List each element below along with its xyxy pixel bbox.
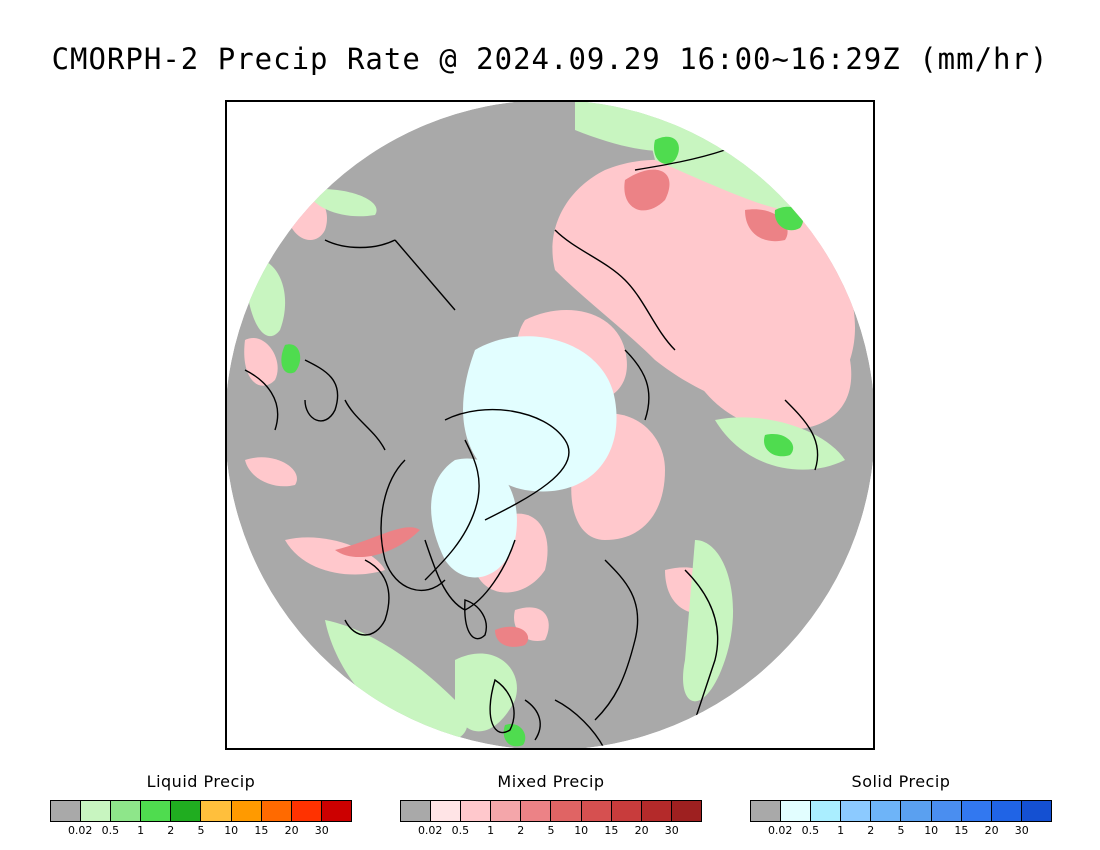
legend-tick-label: 0.02 bbox=[417, 824, 443, 837]
legend-liquid: Liquid Precip 0.02 0.5 1 2 5 10 15 20 30 bbox=[50, 772, 352, 838]
legend-swatch-6 bbox=[931, 801, 962, 821]
legend-swatch-9 bbox=[671, 801, 701, 821]
legend-swatch-9 bbox=[1021, 801, 1051, 821]
legend-mixed: Mixed Precip 0.02 0.5 1 2 5 10 15 20 30 bbox=[400, 772, 702, 838]
legend-tick-label: 20 bbox=[284, 824, 299, 837]
legend-swatches bbox=[750, 800, 1052, 822]
legend-swatch-4 bbox=[521, 801, 552, 821]
legend-tick-label: 30 bbox=[314, 824, 329, 837]
legend-title: Solid Precip bbox=[851, 772, 951, 791]
legend-tick-label: 5 bbox=[547, 824, 555, 837]
legend-swatch-2 bbox=[111, 801, 142, 821]
legend-swatch-1 bbox=[431, 801, 462, 821]
legend-swatch-1 bbox=[81, 801, 112, 821]
legend-swatch-9 bbox=[321, 801, 351, 821]
legend-swatch-8 bbox=[641, 801, 672, 821]
legend-tick-label: 1 bbox=[487, 824, 495, 837]
legend-swatch-3 bbox=[141, 801, 172, 821]
legend-swatch-6 bbox=[231, 801, 262, 821]
polar-map bbox=[225, 100, 875, 750]
legend-swatch-4 bbox=[871, 801, 902, 821]
legend-tick-label: 20 bbox=[634, 824, 649, 837]
legend-ticks: 0.02 0.5 1 2 5 10 15 20 30 bbox=[400, 824, 702, 838]
legend-swatch-0 bbox=[751, 801, 782, 821]
legend-swatch-7 bbox=[261, 801, 292, 821]
legend-tick-label: 5 bbox=[897, 824, 905, 837]
legend-swatch-2 bbox=[811, 801, 842, 821]
legend-swatches bbox=[400, 800, 702, 822]
legend-swatch-1 bbox=[781, 801, 812, 821]
legend-swatch-5 bbox=[901, 801, 932, 821]
liquid-precip-moderate bbox=[281, 136, 804, 747]
legend-tick-label: 30 bbox=[1014, 824, 1029, 837]
legend-tick-label: 20 bbox=[984, 824, 999, 837]
legend-tick-label: 0.02 bbox=[67, 824, 93, 837]
legend-tick-label: 10 bbox=[224, 824, 239, 837]
legend-tick-label: 0.5 bbox=[451, 824, 470, 837]
legend-tick-label: 5 bbox=[197, 824, 205, 837]
legend-tick-label: 15 bbox=[954, 824, 969, 837]
legend-swatch-0 bbox=[401, 801, 432, 821]
legend-tick-label: 10 bbox=[924, 824, 939, 837]
legend-tick-label: 1 bbox=[837, 824, 845, 837]
legend-tick-label: 0.02 bbox=[767, 824, 793, 837]
legend-tick-label: 0.5 bbox=[801, 824, 820, 837]
legend-swatch-5 bbox=[201, 801, 232, 821]
solid-precip-areas bbox=[431, 336, 617, 578]
legend-tick-label: 15 bbox=[604, 824, 619, 837]
legend-tick-label: 2 bbox=[167, 824, 175, 837]
legend-tick-label: 15 bbox=[254, 824, 269, 837]
legend-title: Mixed Precip bbox=[497, 772, 605, 791]
legend-swatch-5 bbox=[551, 801, 582, 821]
legend-swatch-3 bbox=[841, 801, 872, 821]
legend-swatch-7 bbox=[961, 801, 992, 821]
mixed-precip-heavy bbox=[335, 169, 788, 647]
legend-swatch-0 bbox=[51, 801, 82, 821]
legend-tick-label: 30 bbox=[664, 824, 679, 837]
legend-ticks: 0.02 0.5 1 2 5 10 15 20 30 bbox=[50, 824, 352, 838]
legend-tick-label: 2 bbox=[517, 824, 525, 837]
polar-map-svg bbox=[227, 102, 873, 748]
legend-swatch-8 bbox=[991, 801, 1022, 821]
legend-ticks: 0.02 0.5 1 2 5 10 15 20 30 bbox=[750, 824, 1052, 838]
legend-tick-label: 10 bbox=[574, 824, 589, 837]
legend-swatch-7 bbox=[611, 801, 642, 821]
legend-swatch-4 bbox=[171, 801, 202, 821]
legend-swatch-2 bbox=[461, 801, 492, 821]
legend-swatch-3 bbox=[491, 801, 522, 821]
legend-tick-label: 2 bbox=[867, 824, 875, 837]
legend-title: Liquid Precip bbox=[146, 772, 256, 791]
legend-swatch-6 bbox=[581, 801, 612, 821]
legend-swatches bbox=[50, 800, 352, 822]
legend-solid: Solid Precip 0.02 0.5 1 2 5 10 15 20 30 bbox=[750, 772, 1052, 838]
legend-tick-label: 0.5 bbox=[101, 824, 120, 837]
legend-swatch-8 bbox=[291, 801, 322, 821]
legend-tick-label: 1 bbox=[137, 824, 145, 837]
chart-title: CMORPH-2 Precip Rate @ 2024.09.29 16:00~… bbox=[51, 42, 1049, 76]
